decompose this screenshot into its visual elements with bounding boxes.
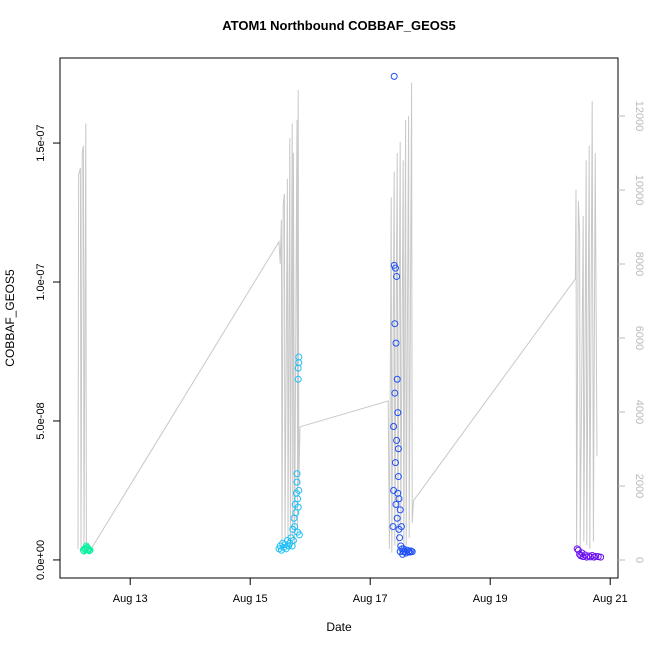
data-point xyxy=(389,523,397,531)
data-point xyxy=(295,531,303,539)
data-point xyxy=(394,473,402,481)
data-point xyxy=(394,409,402,417)
data-point xyxy=(393,514,401,522)
data-point xyxy=(579,553,587,561)
data-point xyxy=(586,553,594,561)
data-point xyxy=(295,486,303,494)
data-point xyxy=(293,470,301,478)
y2-tick-label: 6000 xyxy=(633,326,645,350)
data-point xyxy=(393,375,401,383)
y2-tick-label: 0 xyxy=(633,557,645,563)
data-point xyxy=(393,436,401,444)
plot-frame xyxy=(59,57,619,579)
data-point xyxy=(390,423,398,431)
y2-tick-label: 12000 xyxy=(633,101,645,132)
x-axis-label: Date xyxy=(326,620,352,634)
data-point xyxy=(597,553,605,561)
data-point xyxy=(408,548,416,556)
y-tick-label: 0.0e+00 xyxy=(35,540,47,580)
y-tick-label: 1.0e-07 xyxy=(35,263,47,300)
data-point xyxy=(573,545,581,553)
altitude-line xyxy=(77,82,598,553)
data-point xyxy=(293,478,301,486)
data-point xyxy=(392,339,400,347)
y2-tick-label: 8000 xyxy=(633,252,645,276)
data-point xyxy=(397,523,405,531)
data-point xyxy=(294,495,302,503)
y2-tick-label: 2000 xyxy=(633,474,645,498)
data-point xyxy=(396,534,404,542)
data-point xyxy=(294,503,302,511)
x-tick-label: Aug 13 xyxy=(113,593,148,605)
data-point xyxy=(391,459,399,467)
data-point xyxy=(391,264,399,272)
data-point xyxy=(396,506,404,514)
data-point xyxy=(85,547,93,555)
data-point xyxy=(394,445,402,453)
x-tick-label: Aug 21 xyxy=(593,593,628,605)
data-point xyxy=(295,359,303,367)
data-point xyxy=(289,536,297,544)
data-point xyxy=(390,72,398,80)
x-tick-label: Aug 17 xyxy=(353,593,388,605)
data-point xyxy=(393,272,401,280)
y-axis-label: COBBAF_GEOS5 xyxy=(3,269,17,367)
data-point xyxy=(392,500,400,508)
chart-title: ATOM1 Northbound COBBAF_GEOS5 xyxy=(222,18,456,33)
y-tick-label: 5.0e-08 xyxy=(35,402,47,439)
data-point xyxy=(391,320,399,328)
x-tick-label: Aug 15 xyxy=(233,593,268,605)
data-point xyxy=(292,509,300,517)
data-point xyxy=(291,523,299,531)
data-point xyxy=(592,552,600,560)
y2-tick-label: 10000 xyxy=(633,175,645,206)
data-point xyxy=(294,375,302,383)
y2-tick-label: 4000 xyxy=(633,400,645,424)
data-point xyxy=(86,546,94,554)
x-tick-label: Aug 19 xyxy=(473,593,508,605)
data-point xyxy=(395,495,403,503)
data-point xyxy=(391,389,399,397)
y-tick-label: 1.5e-07 xyxy=(35,124,47,161)
